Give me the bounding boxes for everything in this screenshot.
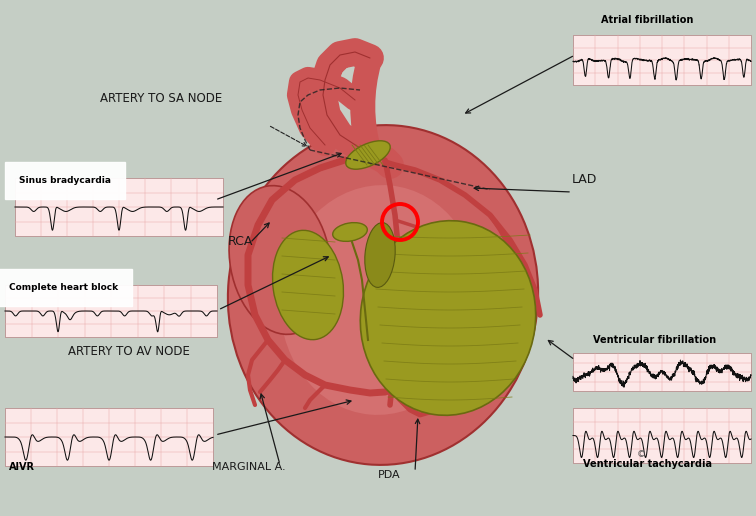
Bar	[5, 285, 217, 337]
Text: Sinus bradycardia: Sinus bradycardia	[19, 176, 111, 185]
Text: Complete heart block: Complete heart block	[9, 283, 118, 292]
Bar	[573, 35, 751, 85]
Text: Ventricular tachycardia: Ventricular tachycardia	[583, 459, 712, 469]
Ellipse shape	[361, 221, 536, 415]
Ellipse shape	[272, 230, 343, 340]
Bar	[573, 353, 751, 391]
Bar	[15, 178, 223, 236]
Ellipse shape	[228, 125, 538, 465]
Text: MARGINAL A.: MARGINAL A.	[212, 462, 286, 472]
Ellipse shape	[229, 186, 331, 334]
Text: RCA: RCA	[228, 235, 253, 248]
Bar	[573, 408, 751, 463]
Text: Atrial fibrillation: Atrial fibrillation	[601, 15, 693, 25]
Text: AIVR: AIVR	[9, 462, 35, 472]
FancyArrowPatch shape	[363, 61, 369, 152]
Ellipse shape	[280, 185, 480, 415]
Text: ©: ©	[637, 450, 646, 459]
Ellipse shape	[345, 141, 390, 169]
Ellipse shape	[333, 222, 367, 241]
Ellipse shape	[365, 222, 395, 287]
Text: ARTERY TO SA NODE: ARTERY TO SA NODE	[100, 92, 222, 105]
Text: LAD: LAD	[572, 173, 597, 186]
Bar	[5, 408, 213, 466]
Text: ARTERY TO AV NODE: ARTERY TO AV NODE	[68, 345, 190, 358]
Text: Ventricular fibrillation: Ventricular fibrillation	[593, 335, 716, 345]
Text: PDA: PDA	[378, 470, 401, 480]
